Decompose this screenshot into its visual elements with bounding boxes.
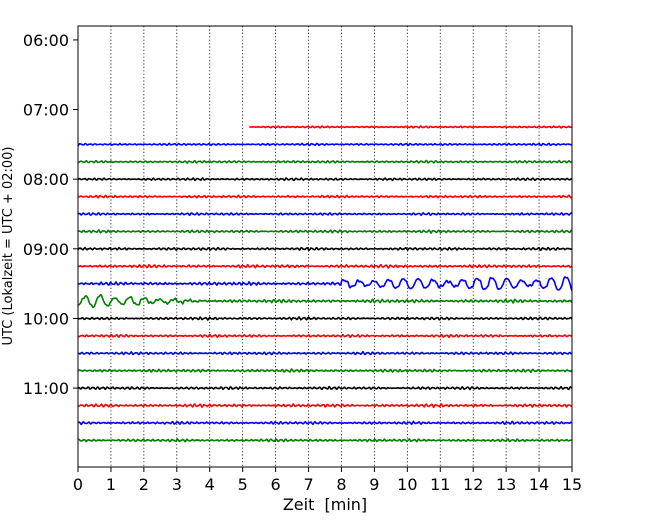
y-axis: 06:00 07:00 08:00 09:00 10:00 11:00 [23, 31, 78, 398]
x-tick-label: 2 [139, 475, 149, 494]
trace-line [77, 316, 573, 321]
trace-line [77, 159, 573, 164]
x-tick-label: 3 [172, 475, 182, 494]
x-tick-label: 5 [238, 475, 248, 494]
trace-line [77, 194, 573, 199]
x-axis: 0 1 2 3 4 5 6 7 8 9 10 11 12 13 14 15 [73, 467, 582, 494]
x-tick-label: 13 [496, 475, 516, 494]
x-tick-label: 10 [397, 475, 417, 494]
trace-line [77, 385, 573, 391]
trace-line [77, 276, 573, 291]
y-tick-label: 07:00 [23, 101, 69, 120]
plot-frame [77, 25, 573, 468]
seismic-traces [77, 125, 573, 443]
trace-line [77, 333, 573, 339]
x-tick-label: 4 [205, 475, 215, 494]
trace-line [77, 368, 573, 374]
trace-line [77, 177, 573, 182]
x-tick-label: 6 [271, 475, 281, 494]
trace-line [77, 420, 573, 426]
trace-line [77, 294, 573, 309]
trace-line [77, 438, 573, 443]
x-tick-label: 1 [106, 475, 116, 494]
trace-line [248, 125, 573, 129]
y-tick-label: 10:00 [23, 309, 69, 328]
trace-line [77, 350, 573, 356]
x-tick-label: 7 [303, 475, 313, 494]
x-tick-label: 0 [73, 475, 83, 494]
y-tick-label: 09:00 [23, 240, 69, 259]
trace-line [77, 229, 573, 234]
y-axis-label: UTC (Lokalzeit = UTC + 02:00) [1, 147, 16, 346]
x-tick-label: 9 [369, 475, 379, 494]
x-tick-label: 8 [336, 475, 346, 494]
x-tick-label: 12 [463, 475, 483, 494]
y-tick-label: 11:00 [23, 379, 69, 398]
x-tick-label: 14 [529, 475, 549, 494]
trace-line [77, 263, 573, 269]
x-axis-label: Zeit [min] [283, 495, 367, 514]
y-tick-label: 06:00 [23, 31, 69, 50]
trace-line [77, 142, 573, 147]
x-tick-label: 15 [562, 475, 582, 494]
x-grid [110, 26, 540, 467]
trace-line [77, 246, 573, 252]
y-tick-label: 08:00 [23, 170, 69, 189]
x-tick-label: 11 [430, 475, 450, 494]
trace-line [77, 212, 573, 217]
trace-line [77, 403, 573, 409]
